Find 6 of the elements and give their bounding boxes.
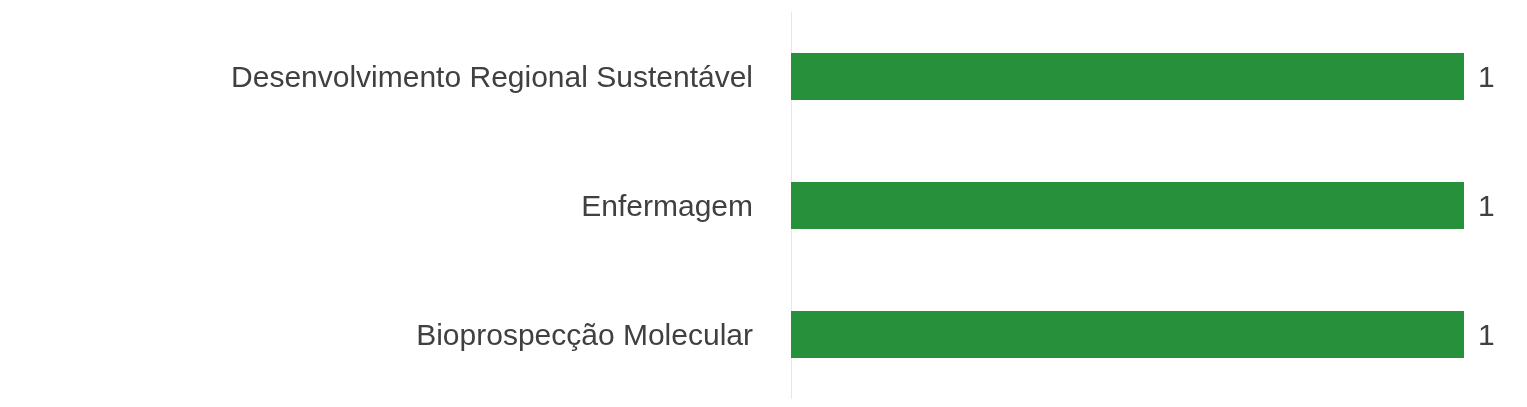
data-label: 1 [1478,318,1495,351]
y-tick-label: Desenvolvimento Regional Sustentável [231,60,753,93]
y-tick-label: Enfermagem [581,189,753,222]
data-label: 1 [1478,189,1495,222]
y-tick-label: Bioprospecção Molecular [416,318,754,351]
data-label: 1 [1478,60,1495,93]
